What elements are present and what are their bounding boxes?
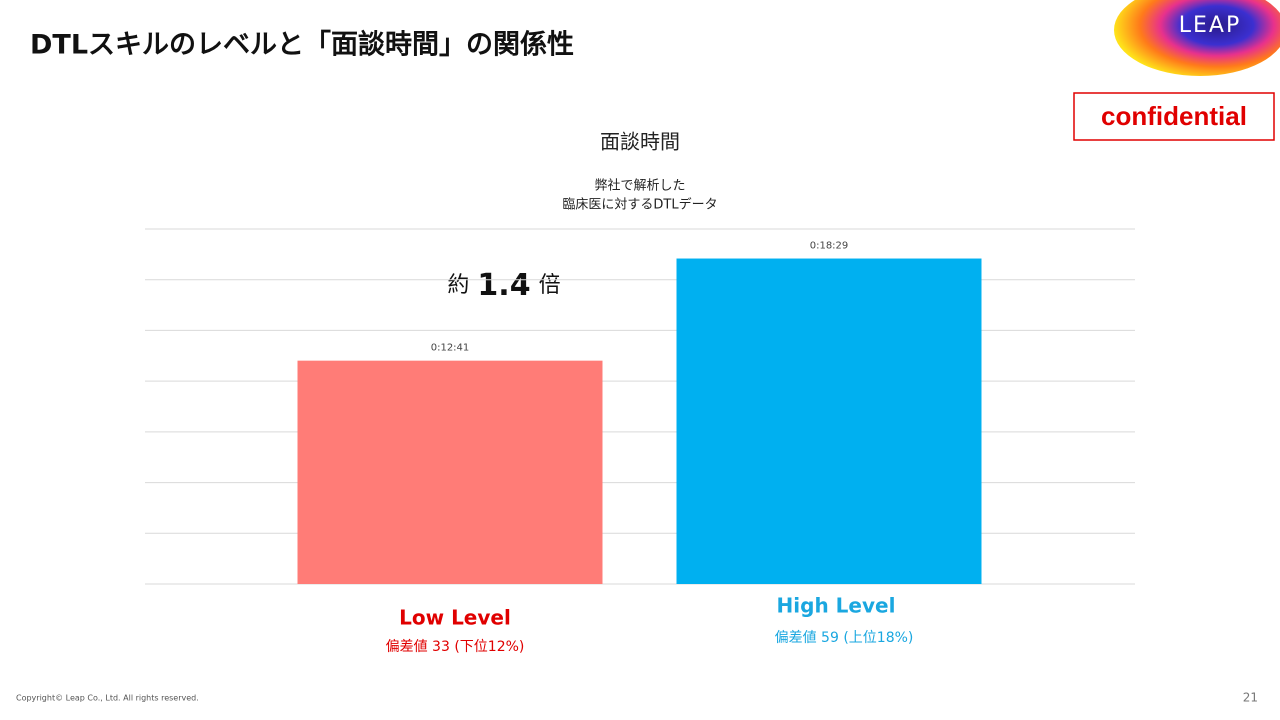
logo-shape (1114, 0, 1280, 76)
annotation-prefix: 約 (447, 273, 469, 298)
category-note: 偏差値 59 (上位18%) (775, 630, 914, 646)
chart-subtitle: 臨床医に対するDTLデータ (562, 197, 717, 213)
copyright: Copyright© Leap Co., Ltd. All rights res… (16, 694, 199, 703)
value-label: 0:12:41 (431, 343, 470, 354)
bar (676, 258, 982, 584)
chart-title: 面談時間 (600, 130, 680, 154)
logo-text: LEAP (1179, 13, 1241, 38)
page-number: 21 (1243, 691, 1258, 705)
annotation-value: 1.4 (477, 268, 530, 303)
category-note: 偏差値 33 (下位12%) (386, 639, 525, 655)
x-tick-label: High Level (777, 594, 896, 618)
bar (297, 360, 603, 584)
value-label: 0:18:29 (810, 241, 849, 252)
confidential-label: confidential (1101, 101, 1247, 131)
x-tick-label: Low Level (399, 606, 511, 630)
annotation-suffix: 倍 (539, 273, 561, 298)
slide-title: DTLスキルのレベルと「面談時間」の関係性 (30, 29, 574, 61)
annotation: 約 1.4 倍 (447, 268, 560, 303)
chart-subtitle: 弊社で解析した (594, 178, 685, 194)
confidential-box (1073, 92, 1275, 141)
